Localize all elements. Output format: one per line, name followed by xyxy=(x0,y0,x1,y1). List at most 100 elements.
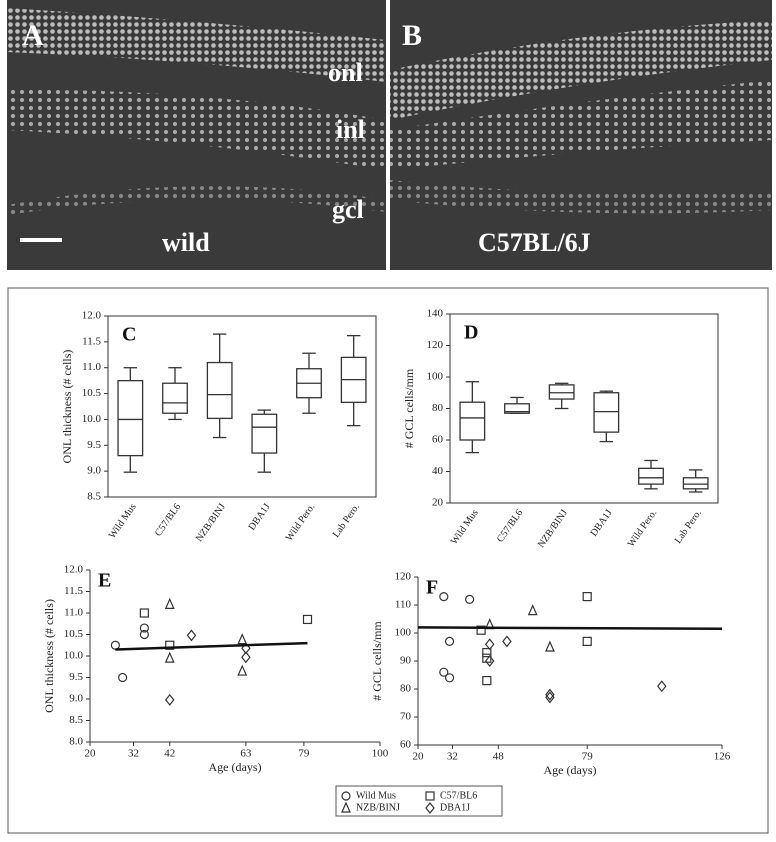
point xyxy=(545,640,555,652)
trend-line xyxy=(115,641,308,651)
y-tick-label: 11.0 xyxy=(64,607,83,619)
box xyxy=(548,384,575,400)
y-tick-label: 80 xyxy=(432,402,444,414)
point xyxy=(582,591,592,602)
x-tick-label: NZB/BINJ xyxy=(536,508,570,550)
micrograph-caption: wild xyxy=(162,228,210,257)
x-tick-label: 100 xyxy=(372,748,389,760)
chart-frame xyxy=(7,287,769,834)
x-tick-label: 63 xyxy=(240,748,252,760)
legend-label: C57/BL6 xyxy=(440,790,477,801)
x-axis-label: Age (days) xyxy=(209,760,262,774)
point xyxy=(164,597,175,610)
point xyxy=(164,651,175,663)
x-tick-label: C57/BL6 xyxy=(153,502,183,539)
point xyxy=(110,640,120,650)
legend-marker xyxy=(425,791,435,801)
y-tick-label: 140 xyxy=(427,308,444,320)
point xyxy=(186,629,197,642)
x-tick-label: 42 xyxy=(164,748,175,760)
x-tick-label: Wild Pero. xyxy=(284,502,318,543)
x-tick-label: 32 xyxy=(128,748,139,760)
y-tick-label: 90 xyxy=(400,655,412,667)
x-tick-label: C57/BL6 xyxy=(495,508,525,545)
legend-marker xyxy=(341,791,351,801)
legend-label: DBA1J xyxy=(440,802,470,813)
y-axis-label: # GCL cells/mm xyxy=(370,621,384,701)
layer-label: onl xyxy=(328,58,363,87)
x-axis-label: Age (days) xyxy=(544,763,597,777)
point xyxy=(439,667,449,677)
point xyxy=(118,672,128,683)
y-tick-label: 120 xyxy=(427,339,444,351)
point xyxy=(545,691,555,704)
box xyxy=(162,382,188,414)
layer-label: gcl xyxy=(332,195,364,224)
y-tick-label: 60 xyxy=(432,434,444,446)
x-tick-label: Wild Mus xyxy=(107,502,139,541)
point xyxy=(302,614,313,625)
y-tick-label: 20 xyxy=(432,497,444,509)
box xyxy=(251,413,278,454)
point xyxy=(484,655,495,667)
box xyxy=(206,361,233,420)
point xyxy=(444,636,455,647)
panel-label: A xyxy=(22,19,44,52)
y-tick-label: 11.5 xyxy=(82,335,101,347)
x-tick-label: 79 xyxy=(298,748,310,760)
y-tick-label: 11.0 xyxy=(82,361,101,373)
box xyxy=(459,401,486,441)
legend-marker xyxy=(425,802,435,814)
point xyxy=(241,651,251,664)
y-tick-label: 12.0 xyxy=(82,310,102,322)
panel-label: D xyxy=(464,322,478,344)
y-tick-label: 10.0 xyxy=(82,413,102,425)
x-tick-label: 126 xyxy=(714,751,731,763)
trend-line xyxy=(417,626,723,631)
point xyxy=(465,594,475,605)
x-tick-label: 48 xyxy=(493,751,505,763)
point xyxy=(139,608,149,618)
x-tick-label: Wild Mus xyxy=(449,508,481,547)
legend xyxy=(335,785,503,817)
legend-marker xyxy=(341,801,351,813)
point xyxy=(657,680,667,693)
point xyxy=(439,591,449,602)
box xyxy=(682,477,709,490)
y-tick-label: 120 xyxy=(395,571,412,583)
point xyxy=(502,635,512,648)
micrograph-b: B C57BL/6J xyxy=(390,0,772,270)
y-tick-label: 8.5 xyxy=(87,491,101,503)
panel-label: C xyxy=(122,324,136,346)
box xyxy=(504,403,530,414)
panel-label: E xyxy=(98,570,111,592)
y-tick-label: 9.5 xyxy=(87,439,101,451)
y-tick-label: 8.5 xyxy=(69,714,83,726)
point xyxy=(139,623,149,633)
y-axis-label: ONL thickness (# cells) xyxy=(42,599,56,713)
point xyxy=(164,693,175,706)
y-tick-label: 110 xyxy=(395,599,412,611)
x-tick-label: DBA1J xyxy=(246,502,272,533)
point xyxy=(482,675,492,686)
y-tick-label: 60 xyxy=(400,739,412,751)
y-tick-label: 9.0 xyxy=(69,693,83,705)
point xyxy=(444,673,455,683)
y-tick-label: 9.0 xyxy=(87,465,101,477)
x-tick-label: DBA1J xyxy=(588,508,614,539)
micrograph-caption: C57BL/6J xyxy=(478,228,591,257)
y-tick-label: 10.5 xyxy=(82,387,102,399)
y-tick-label: 8.0 xyxy=(69,736,83,748)
panel-label: B xyxy=(402,19,422,52)
y-axis-label: # GCL cells/mm xyxy=(402,368,416,448)
point xyxy=(545,688,555,701)
micrograph-a: A onl inl gcl wild xyxy=(7,0,386,270)
layer-label: inl xyxy=(336,115,365,144)
x-tick-label: 32 xyxy=(447,751,458,763)
point xyxy=(476,625,486,635)
x-tick-label: 20 xyxy=(85,748,97,760)
y-tick-label: 100 xyxy=(395,627,412,639)
point xyxy=(237,633,248,645)
point xyxy=(484,638,495,651)
plot-frame xyxy=(107,315,377,498)
